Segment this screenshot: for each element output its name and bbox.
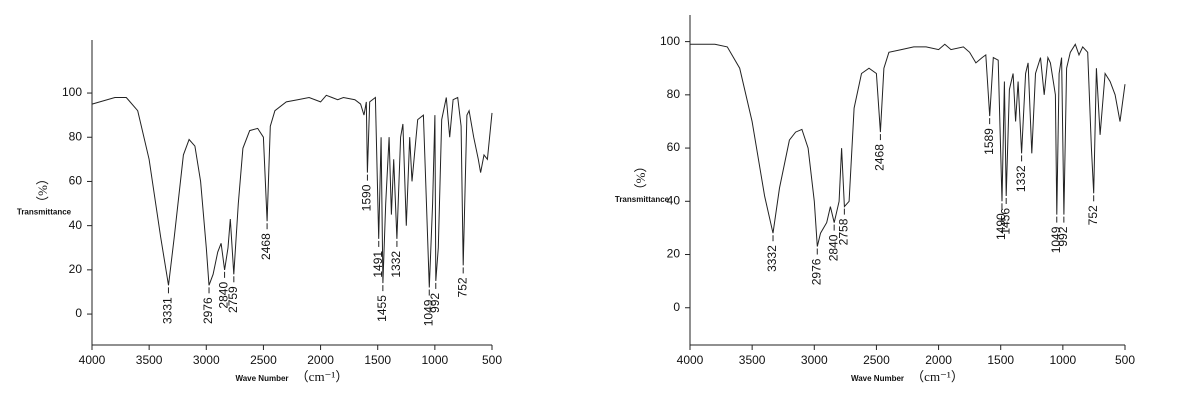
x-tick-label: 2000 [925,353,952,367]
chart: 0 20 40 60 80 100 4000 3500 3000 2500 2000 1500 1000… [615,15,1135,384]
y-tick-label: 0 [75,306,82,320]
y-tick-label: 40 [667,193,681,207]
spectrum-line [690,43,1126,247]
y-axis-label: Transmittance [17,208,72,217]
peak-label: 3331 [161,297,175,324]
y-axis-label: Transmittance [615,195,670,204]
peak-label: 1590 [360,184,374,211]
y-tick-label: 100 [660,34,680,48]
y-tick-label: 0 [673,300,680,314]
x-tick-label: 3000 [801,353,828,367]
x-tick-label: 500 [1115,353,1135,367]
x-tick-label: 500 [482,353,502,367]
peak-label: 1049 [1049,226,1063,253]
peak-label: 752 [1086,205,1100,225]
x-tick-label: 2500 [250,353,277,367]
y-axis-unit: （%） [35,172,50,209]
peak-label: 2840 [217,282,231,309]
x-tick-label: 3500 [739,353,766,367]
y-tick-label: 20 [69,262,83,276]
peak-label: 752 [455,277,469,297]
x-axis-unit: （cm⁻¹） [911,369,964,384]
peak-label: 992 [1056,226,1070,246]
x-tick-label: 1000 [1050,353,1077,367]
peak-label: 2976 [809,258,823,285]
peak-label: 3332 [765,245,779,272]
peak-label: 2758 [837,218,851,245]
peak-label: 1456 [998,208,1012,235]
peak-label: 1490 [994,213,1008,240]
y-tick-label: 40 [69,218,83,232]
x-tick-label: 4000 [677,353,704,367]
y-axis-unit: （%） [633,160,648,197]
y-tick-label: 100 [62,85,82,99]
peak-label: 2759 [226,286,240,313]
peak-label: 2976 [201,297,215,324]
y-tick-label: 60 [667,140,681,154]
peak-label: 2468 [873,144,887,171]
x-tick-label: 2500 [863,353,890,367]
peak-label: 1332 [389,251,403,278]
x-tick-label: 1000 [422,353,449,367]
peak-label: 1332 [1014,165,1028,192]
x-axis-label: Wave Number [235,374,288,383]
peak-label: 992 [428,293,442,313]
peak-label: 1455 [375,295,389,322]
y-tick-label: 80 [667,87,681,101]
x-tick-label: 1500 [987,353,1014,367]
x-axis-unit: （cm⁻¹） [296,369,349,384]
peak-label: 2468 [259,233,273,260]
peak-label: 1049 [421,299,435,326]
chart: 0 20 40 60 80 100 4000 3500 3000 2500 2000 1500 1000… [17,40,502,384]
y-tick-label: 80 [69,129,83,143]
x-axis-label: Wave Number [851,374,904,383]
x-tick-label: 1500 [364,353,391,367]
peak-label: 2840 [826,234,840,261]
y-tick-label: 60 [69,174,83,188]
y-tick-label: 20 [667,247,681,261]
x-tick-label: 3500 [136,353,163,367]
peak-label: 1491 [371,251,385,278]
x-tick-label: 2000 [307,353,334,367]
x-tick-label: 3000 [193,353,220,367]
peak-label: 1589 [982,128,996,155]
spectrum-line [91,94,493,288]
x-tick-label: 4000 [79,353,106,367]
